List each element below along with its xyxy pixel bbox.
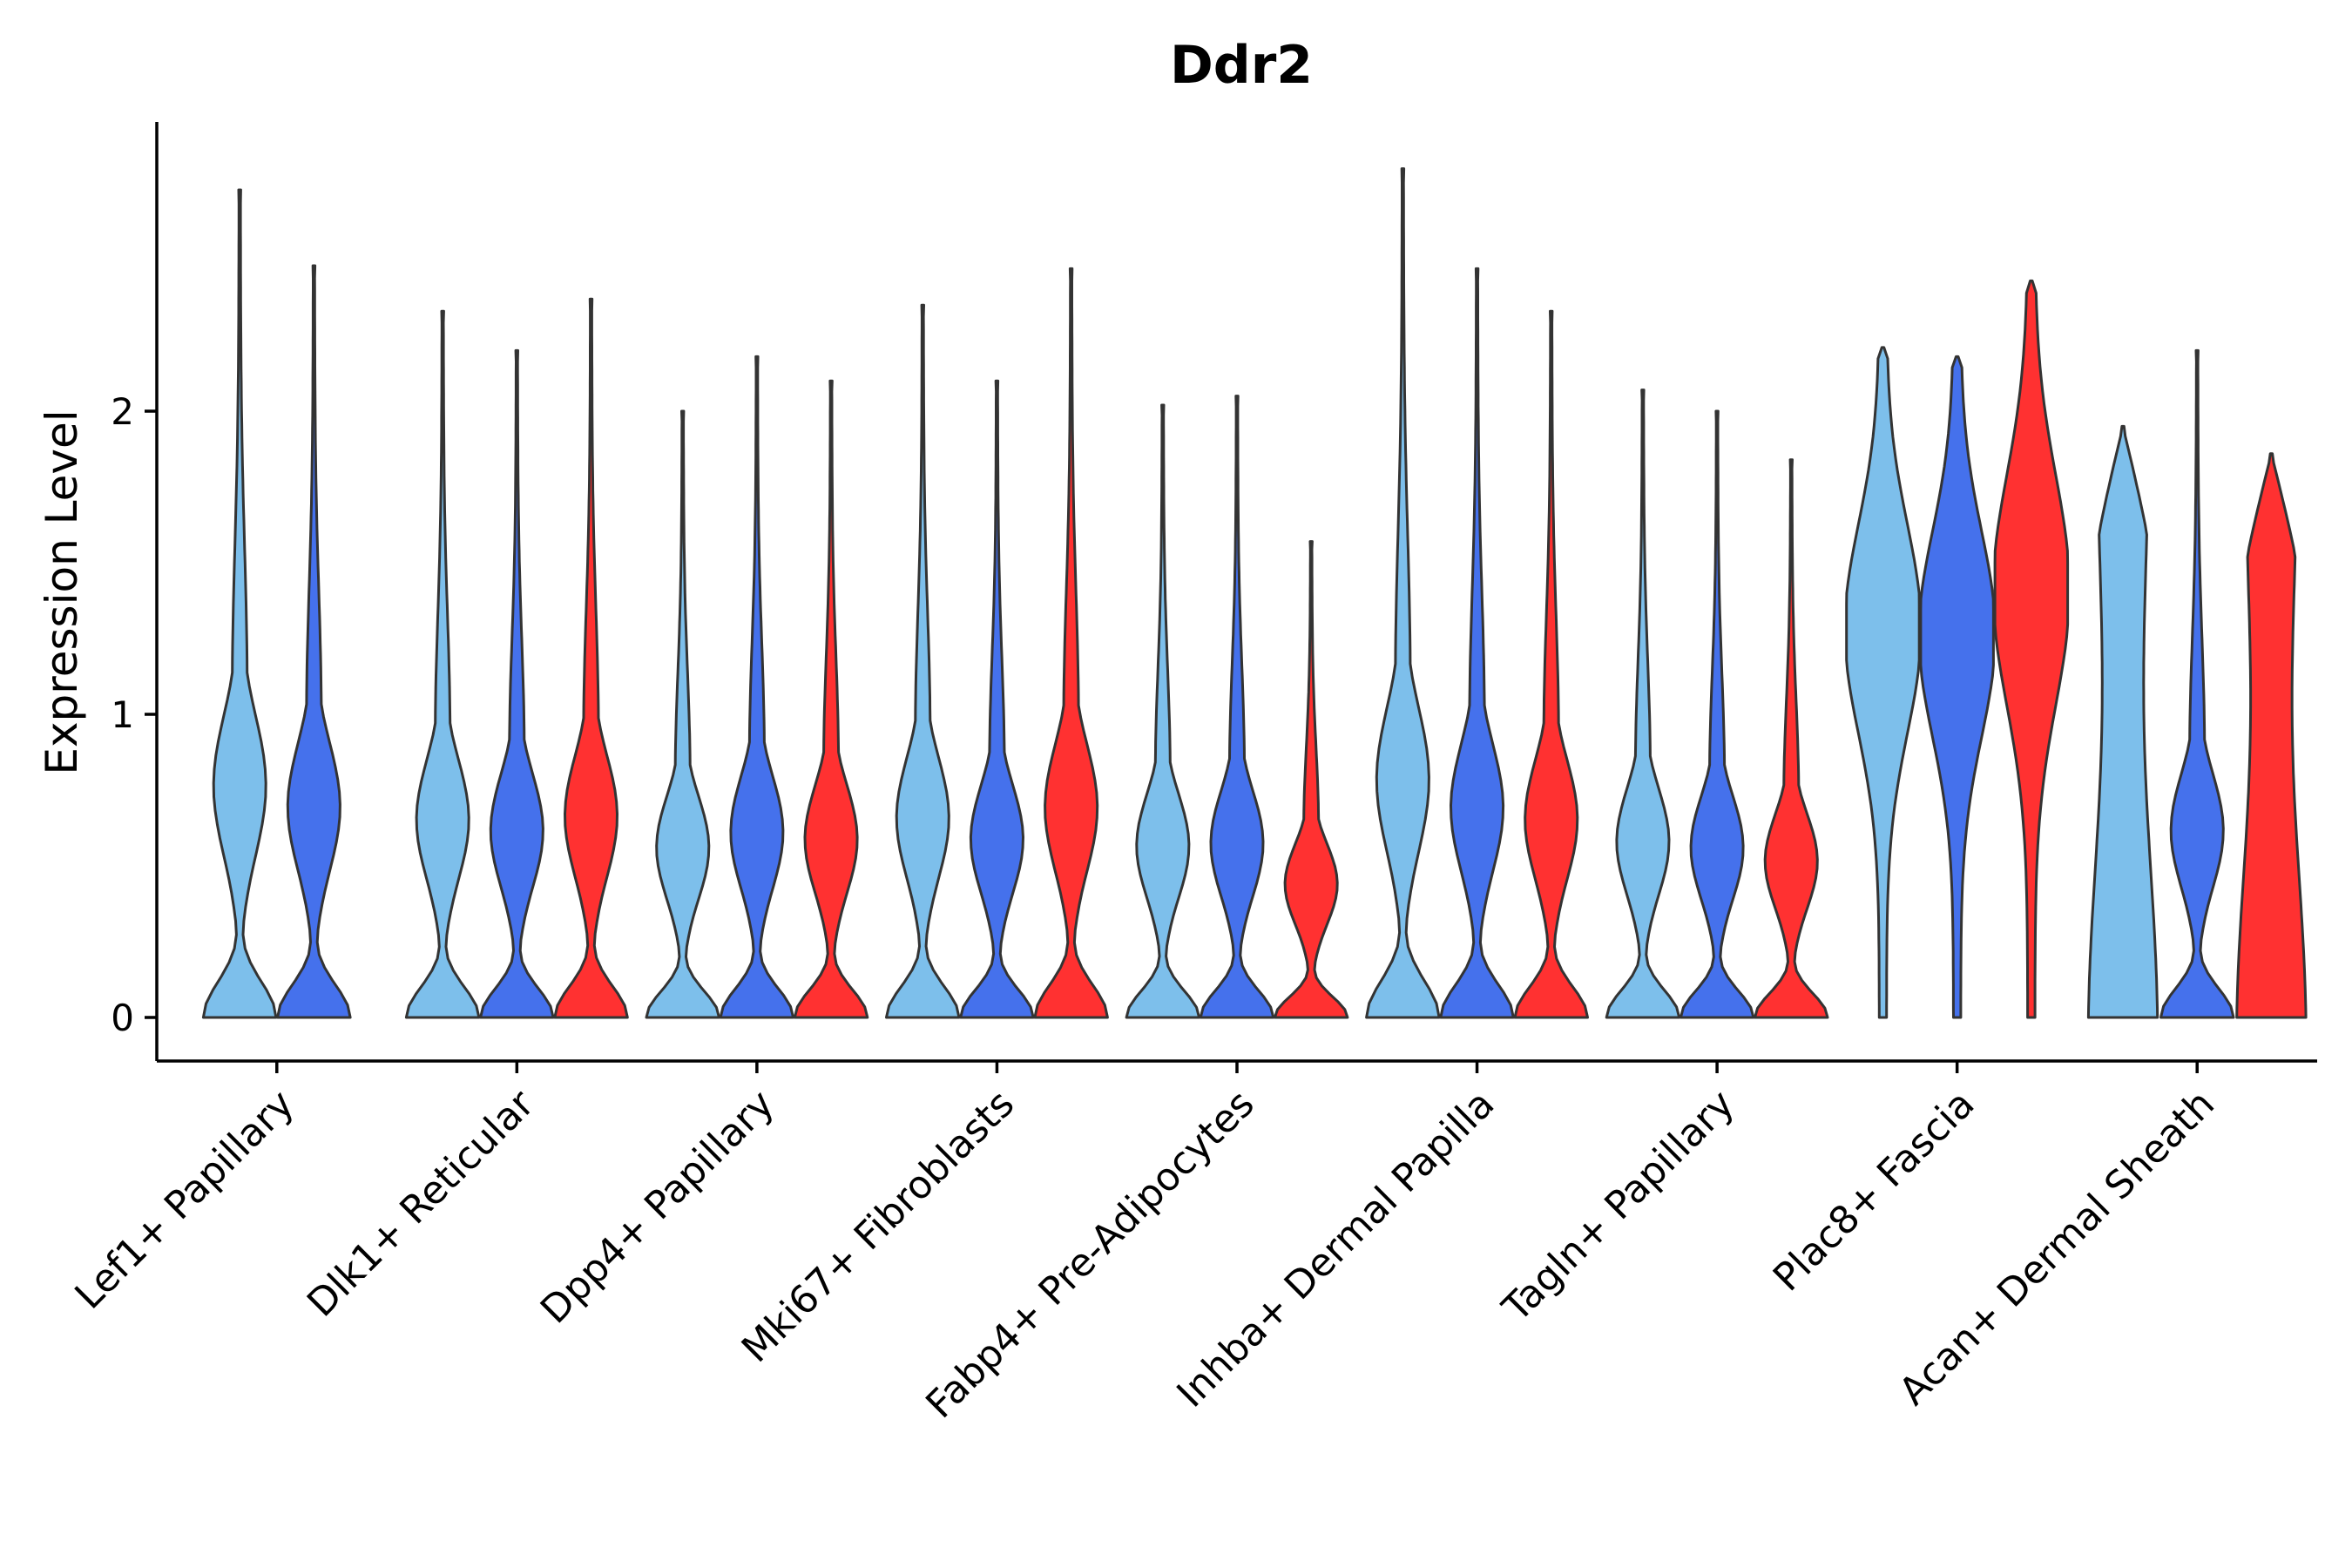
violin: [1679, 409, 1755, 1019]
violin: [404, 309, 481, 1019]
category-group: [201, 188, 352, 1019]
violin: [1439, 267, 1515, 1019]
x-tick-label: Dlk1+ Reticular: [299, 1081, 544, 1326]
violin: [1845, 346, 1921, 1019]
violin: [276, 264, 352, 1019]
x-tick-label: Plac8+ Fascia: [1765, 1082, 1984, 1301]
violin: [959, 379, 1035, 1019]
category-group: [1845, 279, 2070, 1019]
y-tick-label: 1: [111, 693, 134, 736]
violin: [1273, 540, 1349, 1019]
category-group: [1365, 167, 1589, 1019]
category-group: [2086, 348, 2308, 1019]
violin: [645, 409, 720, 1019]
violin: [1199, 395, 1275, 1019]
violin: [1033, 267, 1109, 1019]
category-group: [885, 267, 1109, 1019]
y-tick-label: 0: [111, 997, 134, 1039]
y-axis-label: Expression Level: [37, 409, 87, 774]
violin: [1605, 389, 1681, 1019]
category-group: [1125, 395, 1349, 1019]
violin: [1919, 355, 1995, 1019]
violin: [793, 379, 869, 1019]
violin: [1125, 403, 1201, 1019]
x-tick-label: Lef1+ Papillary: [66, 1082, 302, 1318]
violin: [885, 303, 961, 1019]
violin: [1993, 279, 2070, 1019]
violin: [2235, 452, 2308, 1019]
violins-layer: [201, 167, 2308, 1019]
category-group: [645, 355, 869, 1019]
violin: [2159, 348, 2235, 1019]
x-tick-label: Dpp4+ Papillary: [532, 1082, 783, 1333]
violin: [1365, 167, 1441, 1019]
violin: [553, 297, 629, 1019]
category-group: [1605, 389, 1829, 1019]
violin: [479, 348, 555, 1019]
violin: [1513, 309, 1589, 1019]
violin: [2086, 424, 2159, 1019]
x-tick-label: Tagln+ Papillary: [1494, 1082, 1743, 1331]
violin: [719, 355, 795, 1019]
x-tick-label: Mki67+ Fibroblasts: [733, 1082, 1023, 1371]
violin: [201, 188, 278, 1019]
violin: [1754, 458, 1829, 1019]
y-tick-label: 2: [111, 390, 134, 433]
chart-title: Ddr2: [1170, 35, 1313, 96]
category-group: [404, 297, 629, 1019]
